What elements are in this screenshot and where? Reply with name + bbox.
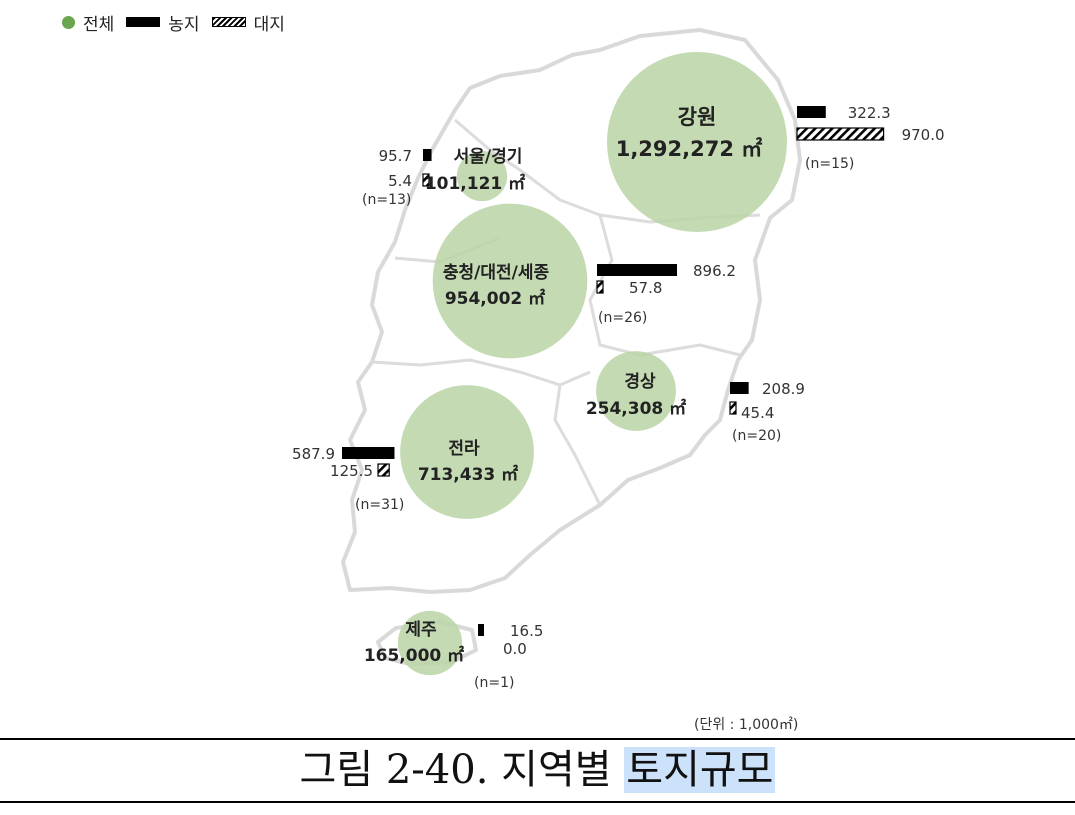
sample-size-gangwon: (n=15) [805,156,854,172]
region-name-gangwon: 강원 [678,105,717,129]
legend: 전체 농지 대지 [62,9,297,35]
region-name-jeju: 제주 [405,620,437,640]
total-circle-jeolla [400,385,534,519]
region-total-jeju: 165,000 ㎡ [364,645,464,666]
total-area-circles [397,52,787,676]
sample-size-chungcheong: (n=26) [598,310,647,326]
caption-prefix: 그림 2-40. 지역별 [299,747,625,793]
building-site-bar-gyeongsang [729,401,737,415]
farmland-bar-gyeongsang [730,382,749,394]
farmland-bar-jeju [478,624,484,636]
farmland-value-gyeongsang: 208.9 [762,380,805,398]
area-bars [342,106,885,636]
building-site-value-gangwon: 970.0 [902,126,945,144]
region-total-chungcheong: 954,002 ㎡ [445,288,545,309]
region-name-gyeongsang: 경상 [624,372,656,392]
legend-item-total: 전체 [62,10,114,35]
legend-hatched-bar-marker [211,17,246,27]
caption-highlight: 토지규모 [624,747,776,793]
sample-size-gyeongsang: (n=20) [732,428,781,444]
province-borders [371,118,761,506]
region-total-gangwon: 1,292,272 ㎡ [616,137,763,161]
farmland-bar-gangwon [797,106,826,118]
farmland-bar-jeolla [342,447,395,459]
jeolla-border [371,358,591,387]
building-site-bar-chungcheong [596,280,604,294]
farmland-bar-chungcheong [597,264,677,276]
legend-solid-bar-marker [126,17,161,27]
region-name-jeolla: 전라 [448,439,480,459]
building-site-value-seoul-gyeonggi: 5.4 [388,172,412,190]
total-circle-chungcheong [432,203,588,359]
legend-label-farmland: 농지 [168,14,200,35]
region-name-chungcheong: 충청/대전/세종 [443,262,550,283]
building-site-value-jeju: 0.0 [503,640,527,658]
legend-item-farmland: 농지 [126,10,200,35]
region-labels: 강원 1,292,272 ㎡ 322.3 970.0 (n=15) 서울/경기 101,12… [292,104,944,691]
legend-label-total: 전체 [83,14,115,35]
farmland-value-chungcheong: 896.2 [693,262,736,280]
building-site-bar-seoul-gyeonggi [422,173,430,187]
legend-circle-marker [62,15,75,29]
unit-note: (단위 : 1,000㎡) [694,717,799,733]
farmland-bar-seoul-gyeonggi [423,149,432,161]
building-site-value-gyeongsang: 45.4 [741,404,774,422]
farmland-value-jeolla: 587.9 [292,445,335,463]
gangwon-south-border [588,214,741,357]
total-circle-seoul-gyeonggi [456,150,508,202]
caption-bottom-rule [0,801,1075,803]
total-circle-gyeongsang [596,351,676,431]
building-site-value-chungcheong: 57.8 [629,279,662,297]
region-total-seoul-gyeonggi: 101,121 ㎡ [425,173,525,194]
region-total-gyeongsang: 254,308 ㎡ [586,398,686,419]
figure-caption: 그림 2-40. 지역별 토지규모 [0,741,1075,799]
farmland-value-gangwon: 322.3 [848,104,891,122]
building-site-value-jeolla: 125.5 [330,462,373,480]
sample-size-jeju: (n=1) [474,675,514,691]
peninsula-outline [341,28,802,594]
sample-size-seoul-gyeonggi: (n=13) [362,192,411,208]
caption-top-rule [0,738,1075,740]
legend-label-building-site: 대지 [253,14,285,35]
farmland-value-jeju: 16.5 [510,622,543,640]
building-site-bar-jeolla [377,463,390,477]
farmland-value-seoul-gyeonggi: 95.7 [379,147,412,165]
region-total-jeolla: 713,433 ㎡ [418,464,518,485]
sample-size-jeolla: (n=31) [355,497,404,513]
gyeongsang-border [553,384,602,506]
region-name-seoul-gyeonggi: 서울/경기 [454,147,523,167]
building-site-bar-gangwon [796,127,885,141]
total-circle-jeju [397,610,463,676]
legend-item-building-site: 대지 [211,10,285,35]
total-circle-gangwon [607,52,787,232]
